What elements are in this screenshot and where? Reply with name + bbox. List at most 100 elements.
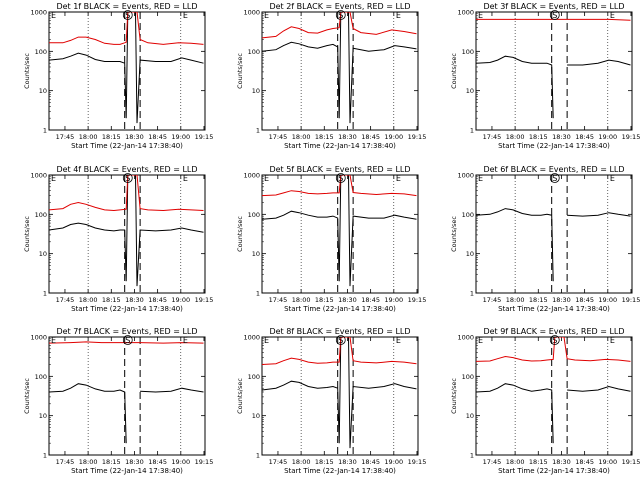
y-tick-label: 100 <box>35 373 47 381</box>
plot-frame <box>48 174 206 294</box>
y-tick-label: 100 <box>35 48 47 56</box>
marker-circle <box>335 173 346 183</box>
series-line-black <box>49 175 204 287</box>
marker-circle <box>549 173 560 183</box>
y-axis-label: Counts/sec <box>236 53 244 89</box>
x-tick-label: 18:15 <box>102 296 121 304</box>
y-tick-label: 10 <box>252 412 260 420</box>
y-tick-label: 10 <box>39 412 47 420</box>
x-tick-label: 18:30 <box>338 133 357 141</box>
marker-S: S <box>338 11 343 20</box>
x-tick-label: 18:45 <box>148 133 167 141</box>
x-tick-label: 17:45 <box>269 133 288 141</box>
panel-9: Det 9f BLACK = Events, RED = LLD 17:45 18:… <box>450 327 640 475</box>
marker-E: E <box>478 174 483 183</box>
marker-S: S <box>125 174 130 183</box>
x-tick-label: 18:30 <box>125 296 144 304</box>
x-tick-label: 19:00 <box>384 458 403 466</box>
x-tick-label: 19:00 <box>171 133 190 141</box>
y-axis-label: Counts/sec <box>450 378 458 414</box>
marker-E: E <box>51 174 56 183</box>
x-tick-label: 19:00 <box>171 458 190 466</box>
y-tick-label: 1000 <box>457 9 474 17</box>
y-tick-label: 10 <box>466 250 474 258</box>
x-tick-label: 18:45 <box>361 133 380 141</box>
marker-circle <box>122 173 133 183</box>
x-tick-label: 18:30 <box>125 458 144 466</box>
x-tick-label: 18:00 <box>79 133 98 141</box>
marker-E: E <box>610 11 615 20</box>
y-tick-label: 1000 <box>243 9 260 17</box>
plot-frame <box>48 336 206 456</box>
marker-E: E <box>51 336 56 345</box>
marker-S: S <box>338 336 343 345</box>
x-tick-label: 18:45 <box>361 458 380 466</box>
plot-frame <box>261 11 419 131</box>
x-tick-label: 18:15 <box>102 458 121 466</box>
x-tick-label: 18:15 <box>102 133 121 141</box>
x-axis-label: Start Time (22-Jan-14 17:38:40) <box>498 305 610 313</box>
marker-E: E <box>478 11 483 20</box>
series-line-red <box>476 337 631 362</box>
x-tick-label: 17:45 <box>56 133 75 141</box>
y-axis-label: Counts/sec <box>23 216 31 252</box>
chart-title: Det 9f BLACK = Events, RED = LLD <box>483 327 624 336</box>
y-tick-label: 100 <box>462 211 474 219</box>
x-axis-label: Start Time (22-Jan-14 17:38:40) <box>498 467 610 475</box>
y-tick-label: 1 <box>43 452 47 460</box>
marker-E: E <box>183 174 188 183</box>
y-axis-label: Counts/sec <box>450 216 458 252</box>
plot-frame <box>261 336 419 456</box>
y-tick-label: 1000 <box>30 9 47 17</box>
panel-5: Det 5f BLACK = Events, RED = LLD 17:45 18:… <box>236 165 426 313</box>
x-tick-label: 17:45 <box>483 458 502 466</box>
marker-E: E <box>183 11 188 20</box>
x-tick-label: 18:30 <box>338 458 357 466</box>
panel-4: Det 4f BLACK = Events, RED = LLD 17:45 18:… <box>23 165 213 313</box>
panel-7: Det 7f BLACK = Events, RED = LLD 17:45 18:… <box>23 327 213 475</box>
x-tick-label: 19:15 <box>408 458 427 466</box>
x-tick-label: 19:00 <box>384 133 403 141</box>
marker-E: E <box>183 336 188 345</box>
x-tick-label: 18:00 <box>79 458 98 466</box>
marker-circle <box>335 335 346 345</box>
x-tick-label: 17:45 <box>269 296 288 304</box>
y-tick-label: 10 <box>39 87 47 95</box>
series-line-red <box>262 12 417 39</box>
x-axis-label: Start Time (22-Jan-14 17:38:40) <box>71 142 183 150</box>
panel-1: Det 1f BLACK = Events, RED = LLD 17:45 18:… <box>23 2 213 150</box>
y-tick-label: 10 <box>466 412 474 420</box>
panel-2: Det 2f BLACK = Events, RED = LLD 17:45 18:… <box>236 2 426 150</box>
chart-title: Det 5f BLACK = Events, RED = LLD <box>269 165 410 174</box>
chart-title: Det 6f BLACK = Events, RED = LLD <box>483 165 624 174</box>
x-tick-label: 18:15 <box>315 458 334 466</box>
x-tick-label: 18:30 <box>552 133 571 141</box>
x-tick-label: 17:45 <box>56 296 75 304</box>
x-axis-label: Start Time (22-Jan-14 17:38:40) <box>71 305 183 313</box>
series-line-black <box>262 337 417 449</box>
plot-frame <box>261 174 419 294</box>
x-tick-label: 18:00 <box>506 458 525 466</box>
panel-6: Det 6f BLACK = Events, RED = LLD 17:45 18:… <box>450 165 640 313</box>
x-tick-label: 18:45 <box>361 296 380 304</box>
series-line-red <box>49 341 204 344</box>
x-tick-label: 18:30 <box>552 458 571 466</box>
y-tick-label: 1 <box>43 290 47 298</box>
x-tick-label: 18:45 <box>575 133 594 141</box>
x-tick-label: 19:00 <box>598 296 617 304</box>
y-axis-label: Counts/sec <box>23 378 31 414</box>
x-tick-label: 18:45 <box>148 458 167 466</box>
plot-frame <box>475 11 633 131</box>
series-line-black <box>476 55 631 119</box>
x-tick-label: 19:15 <box>195 296 214 304</box>
marker-circle <box>122 10 133 20</box>
x-tick-label: 18:15 <box>529 133 548 141</box>
marker-E: E <box>478 336 483 345</box>
marker-S: S <box>125 336 130 345</box>
marker-S: S <box>125 11 130 20</box>
y-axis-label: Counts/sec <box>23 53 31 89</box>
x-tick-label: 18:00 <box>292 458 311 466</box>
x-tick-label: 18:15 <box>315 133 334 141</box>
